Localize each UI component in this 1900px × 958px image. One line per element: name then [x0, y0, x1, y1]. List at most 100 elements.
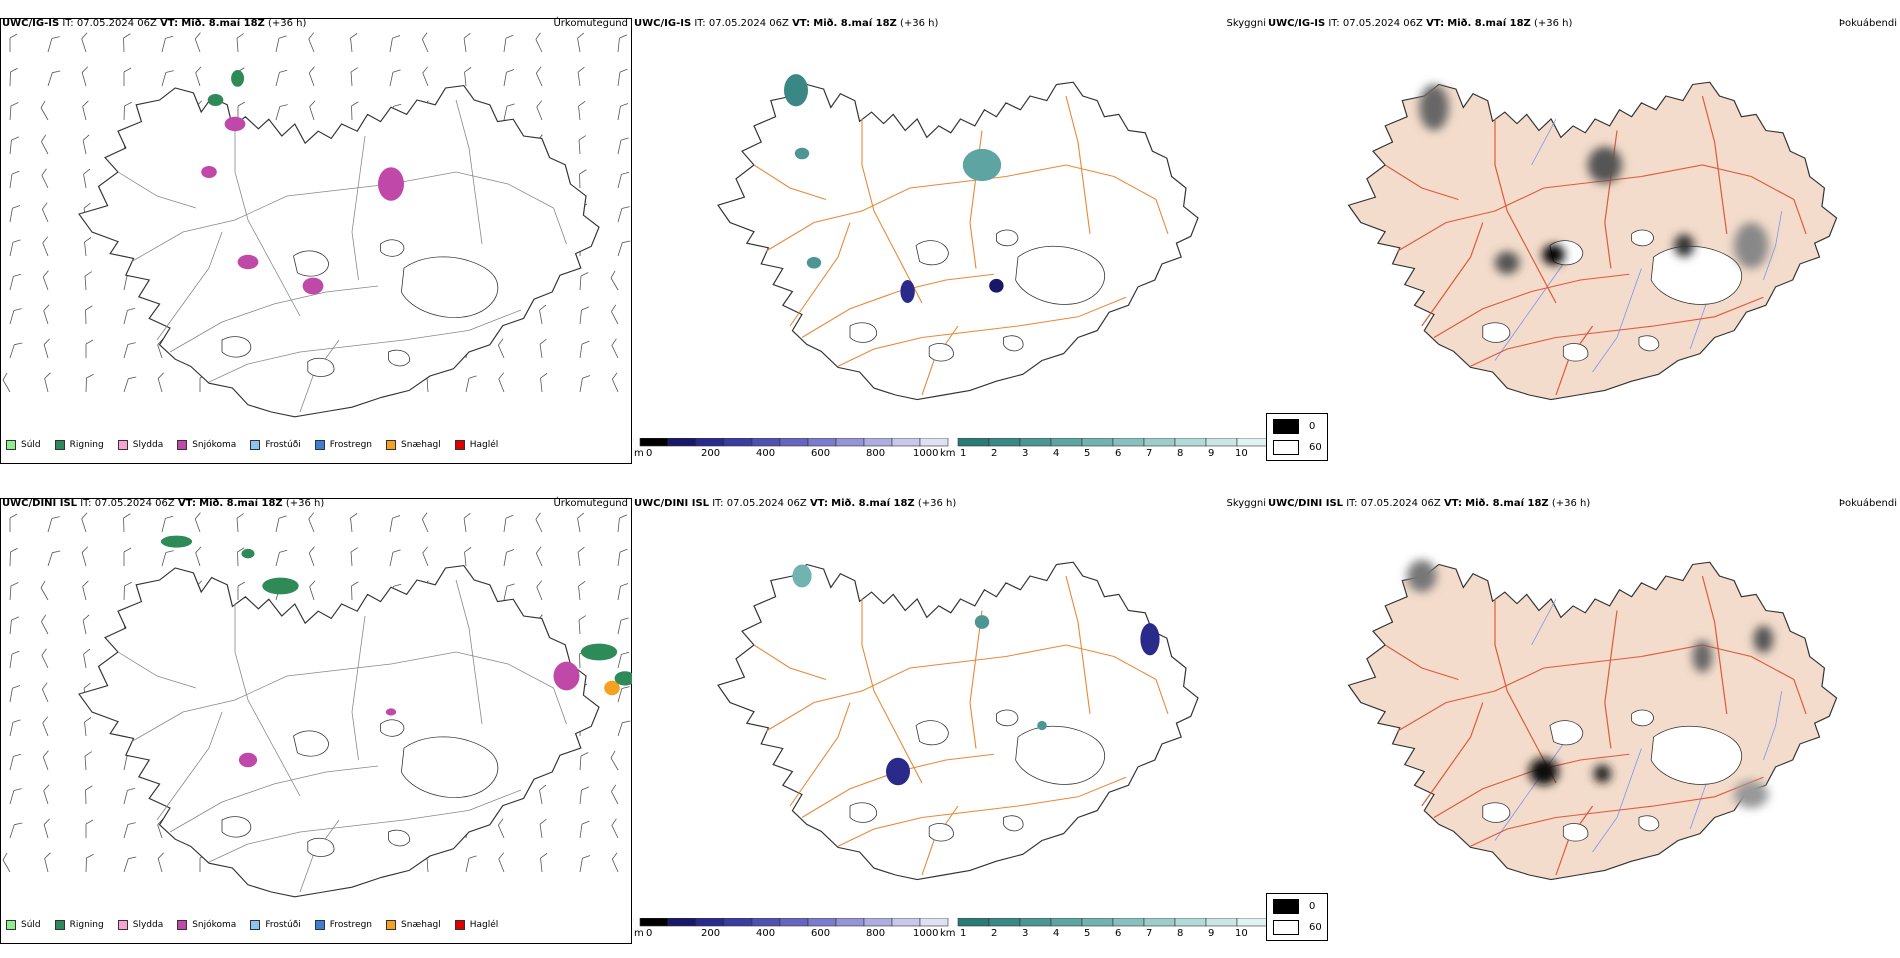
wind-barb	[539, 785, 549, 804]
wind-barb	[82, 135, 93, 154]
wind-barb	[124, 855, 136, 874]
colorbar-km-tick: 10	[1235, 928, 1248, 939]
glacier-outline	[388, 830, 409, 846]
colorbar-m-tick: 400	[756, 928, 775, 939]
wind-barb	[578, 101, 587, 120]
legend-item: Súld	[6, 920, 41, 930]
fog-legend-item: 0	[1273, 419, 1315, 434]
wind-barb	[40, 135, 55, 154]
wind-barb	[10, 821, 22, 840]
panel-header: UWC/IG-IS IT: 07.05.2024 06Z VT: Mið. 8.…	[634, 18, 938, 29]
wind-barb	[83, 169, 93, 188]
legend-item: Slydda	[118, 920, 163, 930]
fog-legend-item: 60	[1273, 440, 1322, 455]
glacier-outline	[1483, 323, 1510, 343]
glacier-outline	[850, 323, 877, 343]
wind-barb	[124, 341, 136, 360]
colorbar-m-cell	[780, 438, 808, 446]
wind-barb	[421, 33, 435, 52]
wind-barb	[124, 548, 131, 566]
wind-barb	[42, 785, 54, 804]
panel-type-label: Skyggni	[1226, 18, 1266, 29]
wind-barb	[577, 33, 587, 52]
colorbar-km-tick: 9	[1208, 928, 1214, 939]
wind-barb	[390, 34, 400, 53]
wind-barb	[580, 786, 589, 805]
colorbar-km-cell	[1051, 438, 1082, 446]
wind-barb	[10, 684, 20, 703]
wind-barb	[10, 307, 22, 326]
fog-indicator-panel: UWC/IG-IS IT: 07.05.2024 06Z VT: Mið. 8.…	[1266, 18, 1900, 478]
wind-barb	[10, 170, 19, 189]
wind-barb	[308, 547, 321, 566]
wind-barb	[618, 239, 630, 258]
legend-swatch	[118, 920, 128, 930]
colorbar-km-cell	[1082, 438, 1113, 446]
wind-barb	[504, 68, 514, 87]
colorbar-m-tick: 0	[646, 928, 652, 939]
wind-barb	[1, 373, 16, 392]
wind-barb	[577, 513, 587, 532]
colorbar-km-tick: 7	[1146, 928, 1152, 939]
colorbar-m-cell	[752, 438, 780, 446]
wind-barb	[618, 68, 627, 87]
wind-barb	[10, 204, 20, 223]
wind-barb	[86, 820, 93, 838]
colorbar-km-tick: 1	[960, 928, 966, 939]
wind-barb	[80, 33, 92, 52]
colorbar-km-tick: 7	[1146, 448, 1152, 459]
wind-barb	[10, 548, 18, 566]
wind-barb	[504, 34, 513, 53]
fog-legend-swatch	[1273, 419, 1299, 434]
wind-barb	[540, 373, 549, 392]
legend-item: Frostregn	[315, 440, 372, 450]
wind-barb	[276, 103, 288, 122]
wind-barb	[463, 33, 472, 52]
glacier-outline	[929, 823, 953, 841]
wind-barb	[579, 136, 587, 154]
colorbar-m-tick: 600	[811, 928, 830, 939]
wind-barb	[44, 853, 55, 872]
wind-barb	[237, 34, 245, 52]
colorbar-m-cell	[668, 918, 696, 926]
wind-barb	[10, 34, 17, 52]
colorbar-km-tick: 4	[1053, 928, 1059, 939]
wind-barb	[10, 273, 21, 292]
wind-barb	[308, 101, 320, 120]
wind-barb	[577, 67, 586, 86]
wind-barb	[540, 853, 549, 872]
glacier-outline	[222, 337, 251, 358]
wind-barb	[124, 102, 132, 120]
visibility-panel: UWC/DINI ISL IT: 07.05.2024 06Z VT: Mið.…	[632, 498, 1266, 958]
glacier-outline	[1550, 721, 1583, 745]
colorbar-km-cell	[1206, 918, 1237, 926]
colorbar-m-unit: m	[634, 928, 644, 939]
legend-swatch	[118, 440, 128, 450]
wind-barb	[535, 581, 548, 600]
colorbar-m-cell	[836, 918, 864, 926]
colorbar-m-cell	[724, 438, 752, 446]
wind-barb	[390, 514, 400, 533]
wind-barb	[308, 581, 320, 600]
precip-type-panel: UWC/DINI ISL IT: 07.05.2024 06Z VT: Mið.…	[0, 498, 632, 948]
wind-barb	[497, 373, 510, 392]
legend-swatch	[455, 440, 465, 450]
colorbar-km-cell	[1237, 438, 1266, 446]
colorbar-m-cell	[920, 438, 948, 446]
wind-barb	[464, 547, 473, 566]
wind-barb	[48, 515, 60, 534]
glacier-outline	[1639, 336, 1659, 351]
wind-barb	[307, 33, 320, 52]
colorbar-km-cell	[1144, 918, 1175, 926]
colorbar-km-cell	[1113, 918, 1144, 926]
wind-barb	[350, 33, 359, 52]
fog-legend-item: 0	[1273, 899, 1315, 914]
wind-barb	[307, 513, 320, 532]
glacier-outline	[996, 230, 1018, 246]
wind-barb	[194, 67, 206, 86]
colorbar-m-cell	[864, 918, 892, 926]
wind-barb	[39, 581, 54, 600]
wind-barb	[464, 67, 473, 86]
wind-barb	[535, 101, 548, 120]
wind-barb	[42, 305, 54, 324]
